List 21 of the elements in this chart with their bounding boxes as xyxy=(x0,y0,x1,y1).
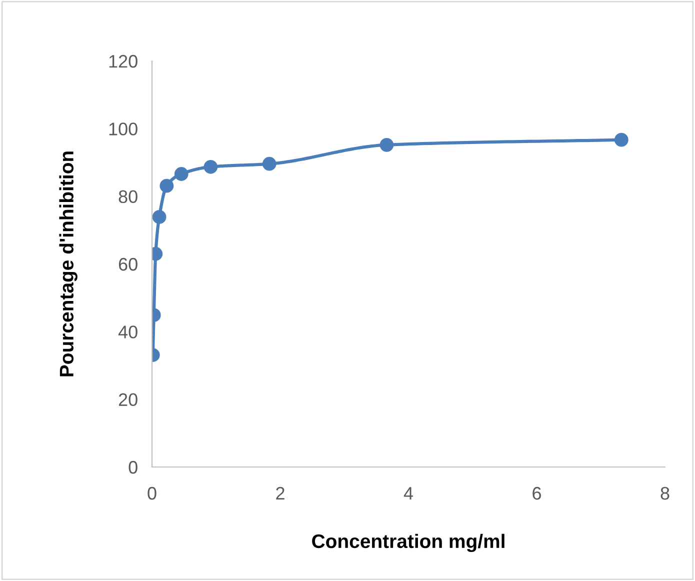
y-axis-title: Pourcentage d'inhibition xyxy=(59,152,78,376)
point xyxy=(380,138,394,152)
point xyxy=(152,210,166,224)
x-axis-title: Concentration mg/ml xyxy=(312,534,504,552)
y-tick-label: 80 xyxy=(118,190,138,204)
point xyxy=(174,167,188,181)
y-tick-label: 40 xyxy=(118,326,138,338)
point xyxy=(160,178,174,193)
y-tick-label: 60 xyxy=(118,258,138,271)
x-tick-label: 8 xyxy=(660,486,670,500)
y-tick-label: 100 xyxy=(109,122,138,136)
point xyxy=(262,156,276,171)
x-tick-label: 4 xyxy=(404,487,413,500)
x-tick-label: 0 xyxy=(148,486,156,500)
y-tick-label: 120 xyxy=(109,54,138,68)
y-tick-label: 20 xyxy=(118,393,138,406)
y-tick-label: 0 xyxy=(128,460,138,474)
point xyxy=(204,160,218,174)
point xyxy=(614,132,628,147)
x-tick-label: 2 xyxy=(276,486,284,500)
x-tick-label: 6 xyxy=(532,486,541,500)
